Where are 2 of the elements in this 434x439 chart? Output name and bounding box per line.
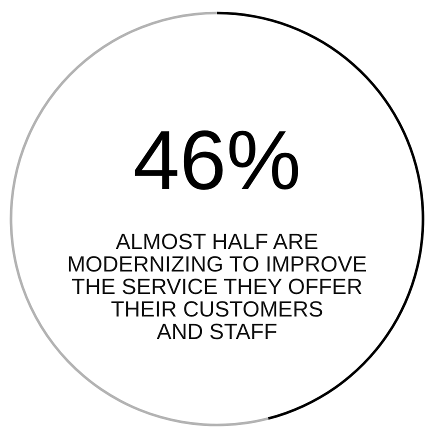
data-label: 46%: [132, 113, 302, 207]
text: ALMOST HALF ARE MODERNIZING TO IMPROVE THE SERVICE THEY OFFER THEIR CUSTOMERS AND STAFF: [67, 229, 367, 344]
